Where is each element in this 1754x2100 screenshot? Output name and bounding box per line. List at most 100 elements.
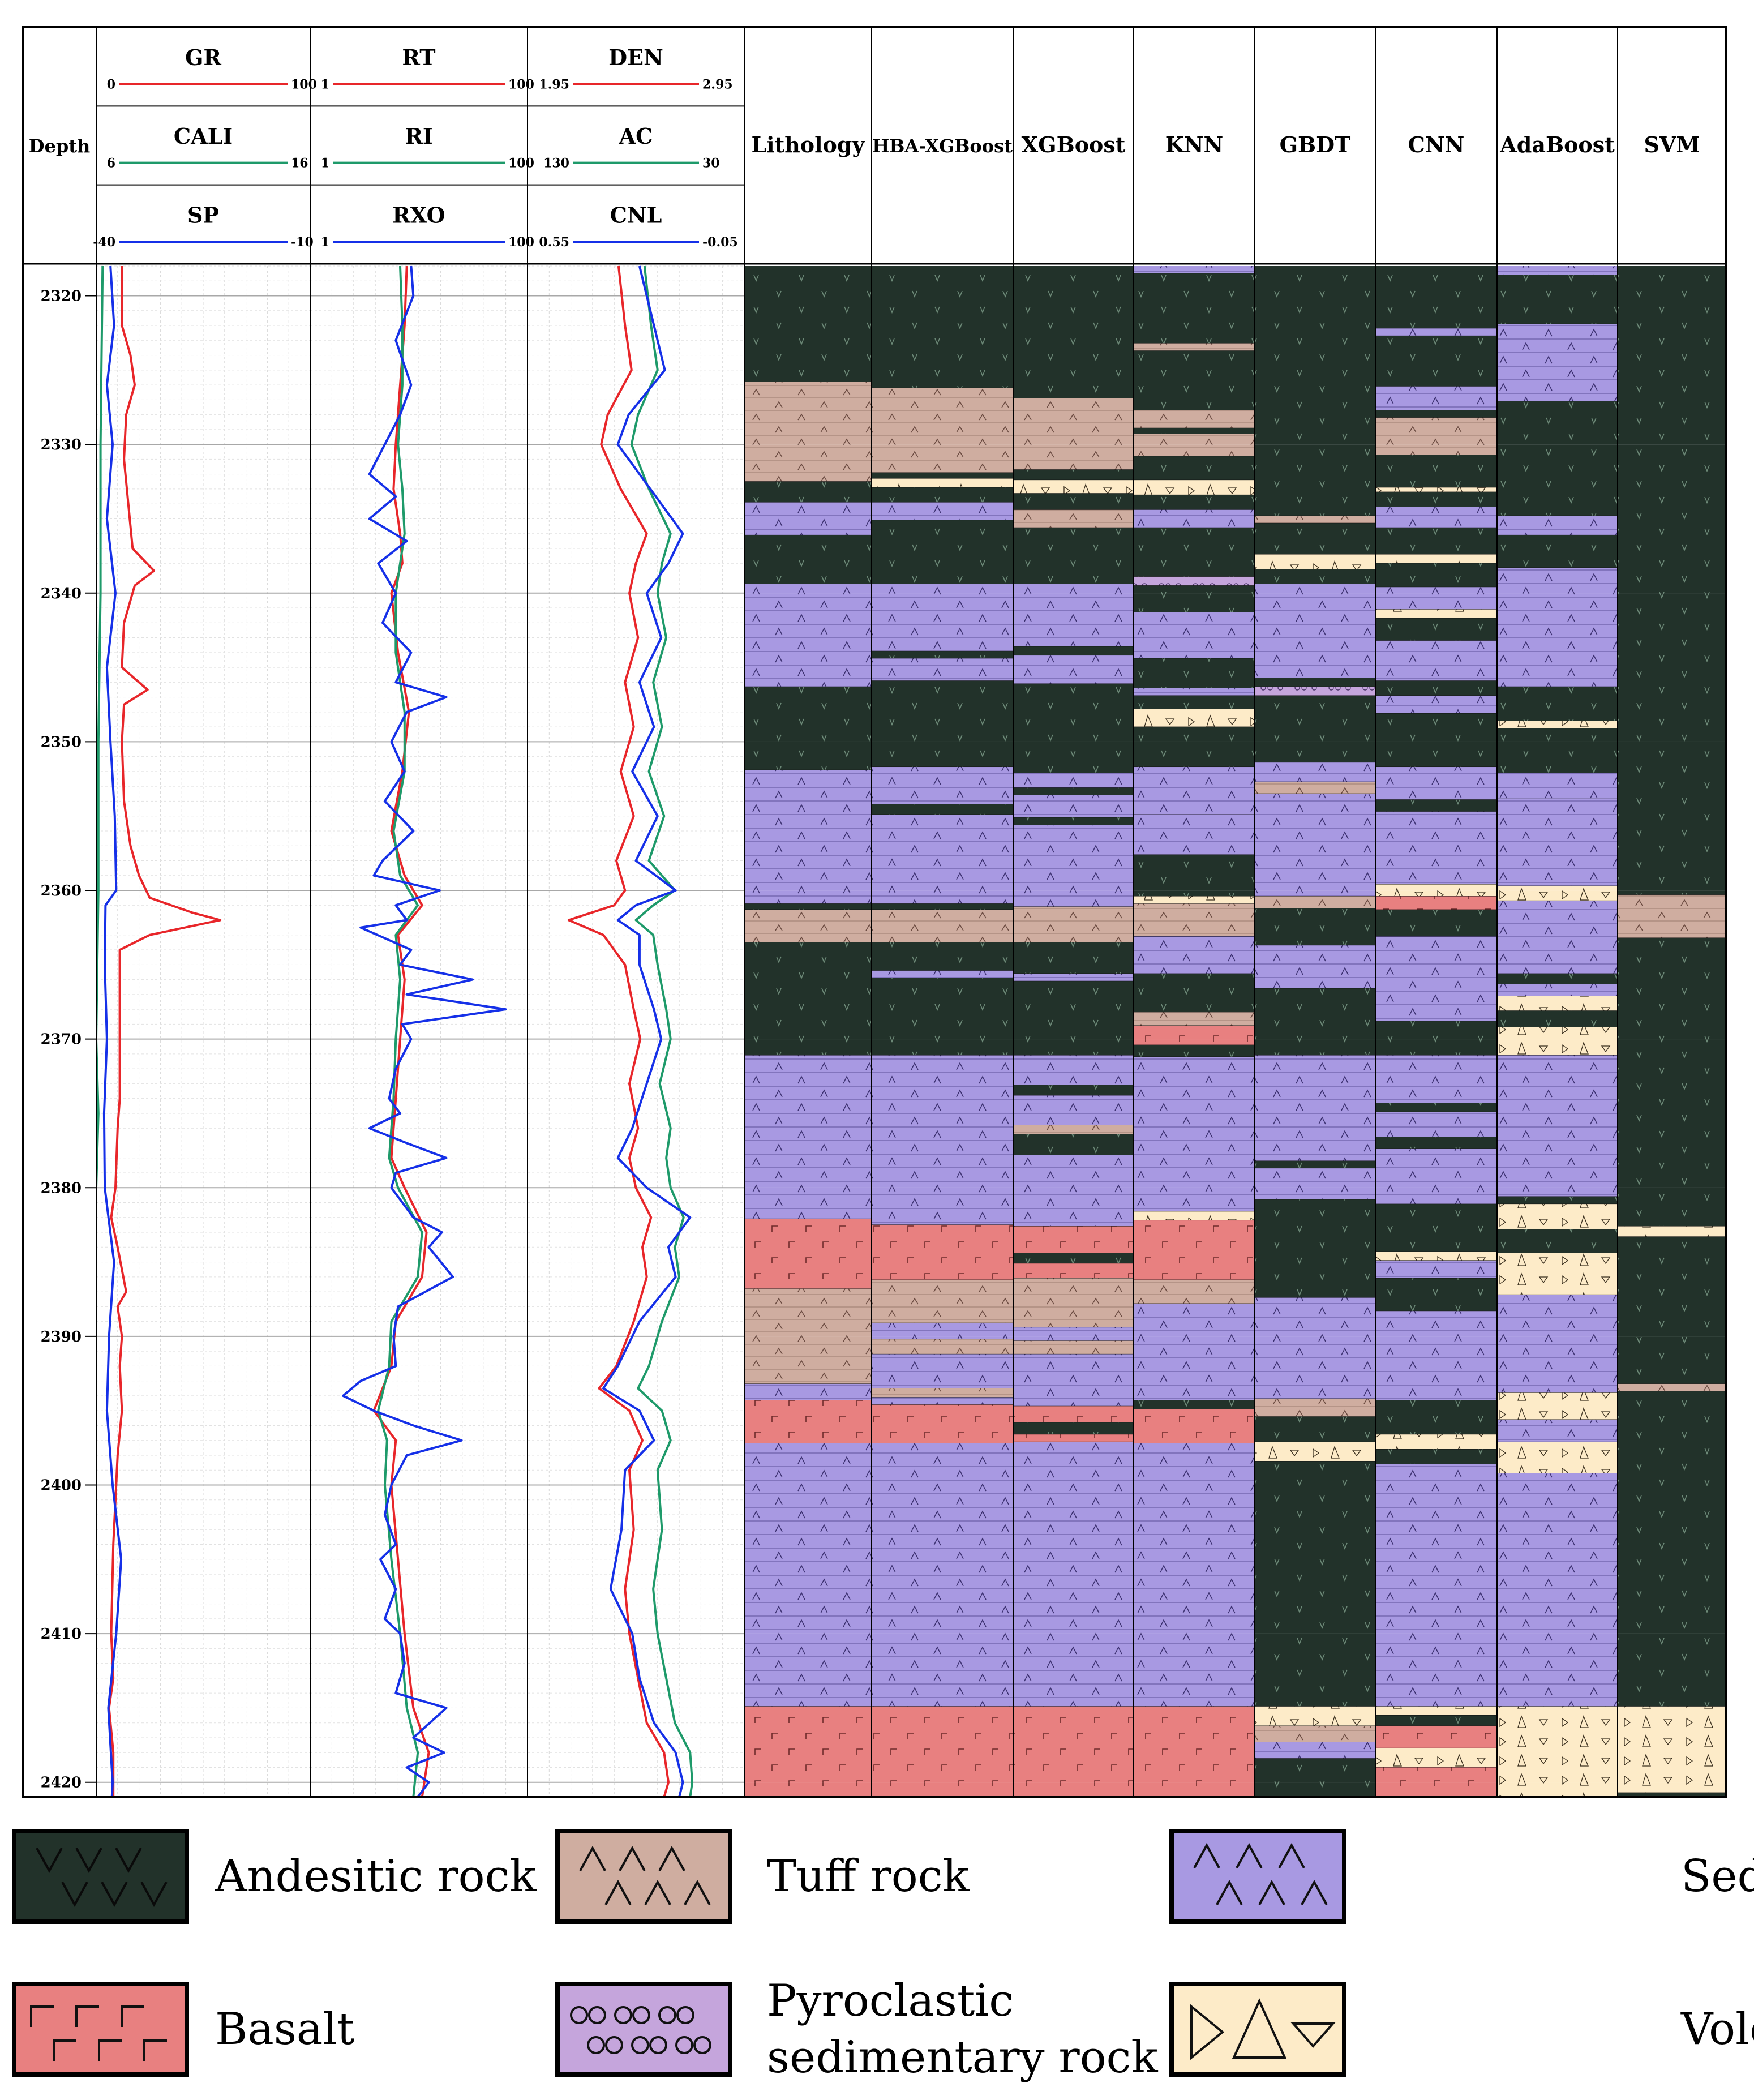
lithology-interval-T [1255, 1725, 1375, 1742]
lithology-interval-V [1497, 1442, 1618, 1473]
lithology-interval-A [1497, 1010, 1618, 1027]
curve-legend-rt: RT 1 100 [321, 45, 534, 92]
lithology-interval-B [1375, 1725, 1497, 1748]
lithology-interval-A [1013, 1085, 1134, 1096]
lithology-interval-S [1013, 795, 1134, 818]
lithology-interval-A [1618, 266, 1726, 895]
lithology-interval-S [1255, 1168, 1375, 1200]
lithology-interval-P [1255, 687, 1375, 696]
lithology-interval-A [1134, 456, 1255, 481]
lithology-interval-A [1375, 563, 1497, 588]
curve-scale-max: 100 [508, 235, 534, 250]
lithology-interval-A [744, 903, 872, 910]
lithology-interval-T [1013, 509, 1134, 528]
lithology-interval-V [1497, 1027, 1618, 1056]
lithology-interval-A [1255, 1416, 1375, 1442]
lithology-interval-S [1134, 767, 1255, 815]
lithology-interval-A [1375, 1278, 1497, 1312]
lithology-interval-S [1013, 1327, 1134, 1341]
lithology-interval-A [1375, 336, 1497, 387]
legend-glyph [1216, 1879, 1243, 1905]
legend-item-S: Sedimentary tuff [1169, 1829, 1754, 1924]
lithology-interval-S [1497, 773, 1618, 799]
curve-scale-min: 6 [107, 156, 115, 171]
lithology-interval-S [1013, 773, 1134, 788]
lithology-interval-A [1375, 1103, 1497, 1112]
lithology-interval-S [1255, 1297, 1375, 1399]
lithology-interval-A [1013, 1134, 1134, 1155]
lithology-interval-S [872, 767, 1013, 804]
lithology-interval-S [1013, 655, 1134, 684]
curve-scale-min: 1.95 [539, 77, 569, 92]
legend-glyph [143, 2039, 167, 2061]
lithology-interval-T [1013, 1125, 1134, 1134]
curve-scale-min: 0.55 [539, 235, 569, 250]
lithology-interval-S [1497, 516, 1618, 535]
lithology-interval-S [1375, 695, 1497, 714]
lithology-interval-T [744, 1288, 872, 1384]
lithology-interval-A [872, 978, 1013, 1056]
column-header: Lithology [751, 132, 865, 157]
lithology-interval-S [1013, 1442, 1134, 1707]
legend-glyph [676, 2006, 694, 2024]
lithology-interval-S [872, 970, 1013, 978]
lithology-interval-B [1134, 1706, 1255, 1797]
lithology-interval-T [1013, 1278, 1134, 1328]
lithology-interval-S [1134, 815, 1255, 855]
lithology-interval-A [1375, 1449, 1497, 1464]
lithology-interval-V [1375, 609, 1497, 619]
legend-glyph [140, 1882, 168, 1908]
lithology-interval-A [872, 266, 1013, 388]
lithology-interval-S [1255, 762, 1375, 782]
lithology-interval-V [1375, 1252, 1497, 1261]
lithology-interval-V [1013, 480, 1134, 494]
curve-legend-gr: GR 0 100 [107, 45, 317, 92]
lithology-interval-V [1618, 1706, 1726, 1793]
lithology-interval-B [744, 1400, 872, 1443]
lithology-interval-B [1134, 1220, 1255, 1280]
lithology-interval-A [1255, 988, 1375, 1056]
legend-swatch [12, 1982, 189, 2077]
lithology-interval-S [1497, 266, 1618, 275]
legend-glyph [1290, 2022, 1336, 2048]
curve-scale-min: 130 [543, 156, 569, 171]
curve-name: SP [187, 203, 219, 228]
lithology-interval-B [744, 1219, 872, 1289]
lithology-interval-A [872, 473, 1013, 479]
column-header: KNN [1165, 132, 1224, 157]
legend-glyph [115, 1848, 142, 1874]
curve-den [567, 265, 670, 1798]
lithology-interval-A [1013, 266, 1134, 398]
lithology-interval-A [1375, 1204, 1497, 1252]
legend-glyph [1278, 1842, 1305, 1868]
lithology-interval-A [744, 687, 872, 770]
legend-label: Andesitic rock [215, 1851, 537, 1902]
curve-legend-rxo: RXO 1 100 [321, 203, 534, 250]
lithology-interval-A [1375, 910, 1497, 937]
lithology-interval-S [1134, 1304, 1255, 1400]
curve-name: DEN [608, 45, 663, 70]
lithology-interval-S [872, 1354, 1013, 1388]
lithology-interval-S [872, 658, 1013, 681]
legend-label: sedimentary rock [767, 2032, 1158, 2083]
legend-glyph [693, 2036, 711, 2054]
curve-scale-min: 0 [107, 77, 115, 92]
curve-track-2 [310, 265, 528, 1798]
depth-tick-label: 2350 [41, 734, 82, 751]
lithology-interval-S [1255, 794, 1375, 897]
curve-gr [108, 266, 222, 1797]
lithology-interval-A [1375, 1400, 1497, 1435]
lithology-interval-S [1013, 825, 1134, 907]
lithology-interval-A [1497, 1197, 1618, 1205]
curve-name: RI [405, 123, 432, 149]
lithology-interval-T [1255, 1399, 1375, 1417]
lithology-interval-V [1497, 721, 1618, 728]
lithology-interval-T [1255, 782, 1375, 794]
lithology-interval-T [1134, 410, 1255, 428]
lithology-interval-A [744, 942, 872, 1056]
lithology-interval-A [1375, 713, 1497, 768]
legend-label: Tuff rock [767, 1851, 970, 1902]
lithology-interval-S [1497, 901, 1618, 974]
